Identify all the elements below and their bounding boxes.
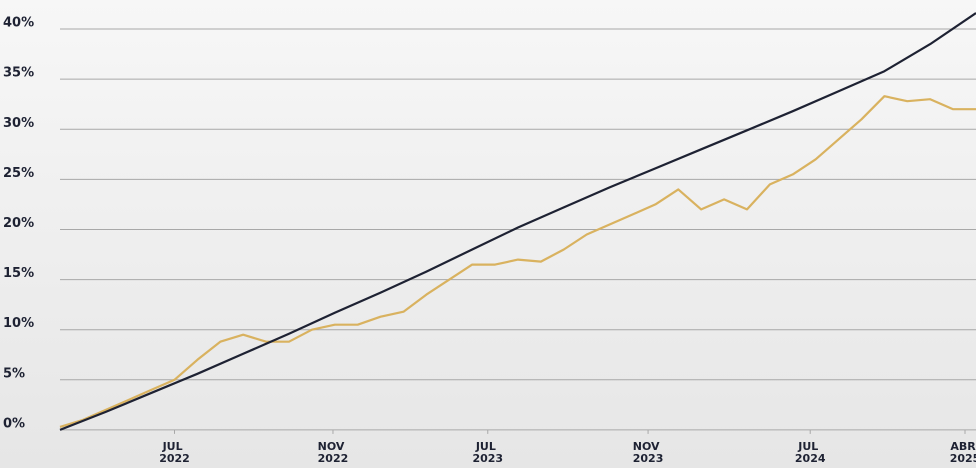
y-tick-label: 30% (3, 116, 34, 131)
x-tick-label-part: ABR (950, 440, 976, 453)
x-tick-label-part: JUL (162, 440, 187, 453)
x-tick-label-part: NOV (318, 440, 349, 453)
y-tick-label: 25% (3, 166, 34, 181)
x-tick-label-part: JUL (475, 440, 500, 453)
x-tick-label: JUL 2024 (795, 440, 826, 465)
y-tick-label: 10% (3, 316, 34, 331)
x-tick-label-part: 2022 (318, 452, 349, 465)
y-tick-label: 35% (3, 66, 34, 81)
x-tick-label: JUL 2023 (472, 440, 503, 465)
data-line (59, 12, 976, 431)
x-tick-label: NOV 2022 (318, 440, 349, 465)
x-tick-label-part: 2022 (159, 452, 190, 465)
x-tick-label-part: JUL (797, 440, 822, 453)
y-tick-label: 0% (3, 416, 25, 431)
data-line (59, 95, 976, 428)
x-tick-label-part: 2023 (472, 452, 503, 465)
x-tick-label-part: 2025 (950, 452, 976, 465)
y-tick-label: 15% (3, 266, 34, 281)
y-tick-label: 40% (3, 16, 34, 31)
x-tick-label: JUL 2022 (159, 440, 190, 465)
x-tick-label-part: NOV (633, 440, 664, 453)
x-tick-label-part: 2024 (795, 452, 826, 465)
x-tick-label-part: 2023 (633, 452, 664, 465)
x-tick-label: ABR 2025 (950, 440, 976, 465)
y-tick-label: 20% (3, 216, 34, 231)
x-tick-label: NOV 2023 (633, 440, 664, 465)
y-tick-label: 5% (3, 366, 25, 381)
